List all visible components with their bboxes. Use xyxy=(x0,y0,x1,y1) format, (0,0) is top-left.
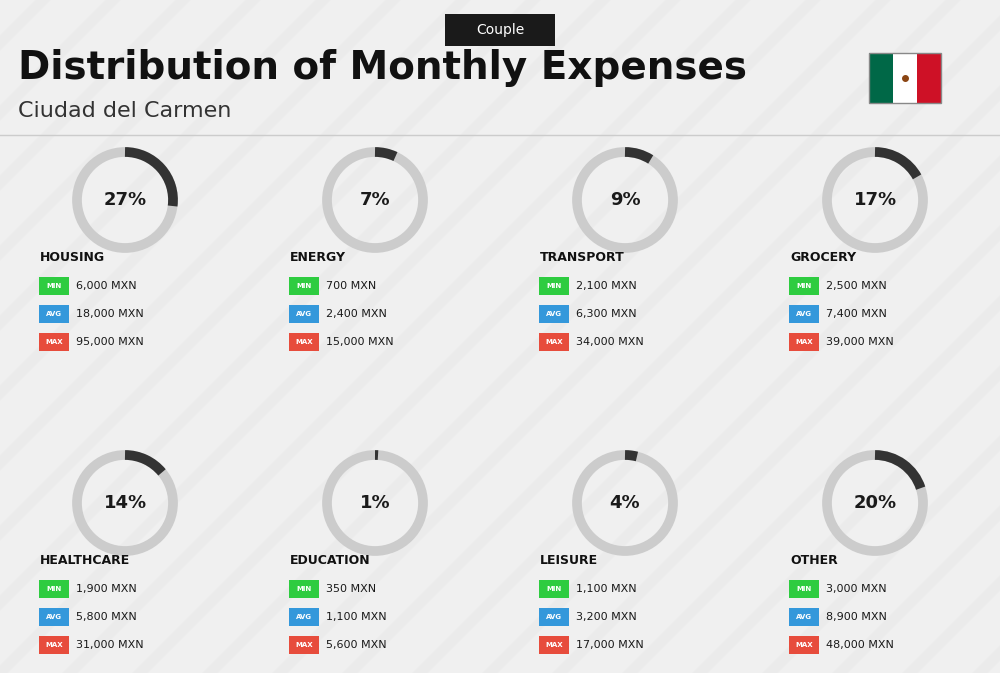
FancyBboxPatch shape xyxy=(539,580,569,598)
Text: MAX: MAX xyxy=(545,642,563,648)
FancyBboxPatch shape xyxy=(789,305,819,323)
FancyBboxPatch shape xyxy=(289,608,319,626)
FancyBboxPatch shape xyxy=(539,636,569,654)
Text: 9%: 9% xyxy=(610,191,640,209)
FancyBboxPatch shape xyxy=(539,608,569,626)
Text: AVG: AVG xyxy=(46,311,62,317)
Text: ENERGY: ENERGY xyxy=(290,252,346,264)
FancyBboxPatch shape xyxy=(39,608,69,626)
Text: 2,400 MXN: 2,400 MXN xyxy=(326,309,387,319)
Text: 6,300 MXN: 6,300 MXN xyxy=(576,309,637,319)
Text: 34,000 MXN: 34,000 MXN xyxy=(576,337,644,347)
FancyBboxPatch shape xyxy=(539,277,569,295)
FancyBboxPatch shape xyxy=(39,636,69,654)
Text: MIN: MIN xyxy=(46,586,62,592)
Text: MAX: MAX xyxy=(795,642,813,648)
Text: MIN: MIN xyxy=(296,586,312,592)
Text: AVG: AVG xyxy=(546,614,562,620)
Text: MIN: MIN xyxy=(46,283,62,289)
Text: HOUSING: HOUSING xyxy=(40,252,105,264)
Text: HEALTHCARE: HEALTHCARE xyxy=(40,555,130,567)
Text: AVG: AVG xyxy=(796,311,812,317)
Text: 3,200 MXN: 3,200 MXN xyxy=(576,612,637,622)
FancyBboxPatch shape xyxy=(289,580,319,598)
Text: MIN: MIN xyxy=(546,283,562,289)
FancyBboxPatch shape xyxy=(39,333,69,351)
Text: 7,400 MXN: 7,400 MXN xyxy=(826,309,887,319)
Text: 8,900 MXN: 8,900 MXN xyxy=(826,612,887,622)
Text: 1,100 MXN: 1,100 MXN xyxy=(576,584,637,594)
FancyBboxPatch shape xyxy=(539,333,569,351)
Text: 15,000 MXN: 15,000 MXN xyxy=(326,337,394,347)
Text: EDUCATION: EDUCATION xyxy=(290,555,371,567)
FancyBboxPatch shape xyxy=(789,636,819,654)
FancyBboxPatch shape xyxy=(39,580,69,598)
Text: MAX: MAX xyxy=(795,339,813,345)
Text: 7%: 7% xyxy=(360,191,390,209)
Text: 48,000 MXN: 48,000 MXN xyxy=(826,640,894,650)
FancyBboxPatch shape xyxy=(289,277,319,295)
FancyBboxPatch shape xyxy=(869,53,893,103)
Text: MAX: MAX xyxy=(545,339,563,345)
Text: 17,000 MXN: 17,000 MXN xyxy=(576,640,644,650)
Text: 1,100 MXN: 1,100 MXN xyxy=(326,612,387,622)
Text: 4%: 4% xyxy=(610,494,640,512)
Text: 5,800 MXN: 5,800 MXN xyxy=(76,612,137,622)
Text: 95,000 MXN: 95,000 MXN xyxy=(76,337,144,347)
Text: 20%: 20% xyxy=(853,494,897,512)
Text: OTHER: OTHER xyxy=(790,555,838,567)
Text: MIN: MIN xyxy=(796,283,812,289)
Text: 39,000 MXN: 39,000 MXN xyxy=(826,337,894,347)
Text: 2,100 MXN: 2,100 MXN xyxy=(576,281,637,291)
Text: MAX: MAX xyxy=(295,339,313,345)
Text: 700 MXN: 700 MXN xyxy=(326,281,376,291)
Text: 31,000 MXN: 31,000 MXN xyxy=(76,640,144,650)
FancyBboxPatch shape xyxy=(289,333,319,351)
Text: AVG: AVG xyxy=(296,311,312,317)
Text: TRANSPORT: TRANSPORT xyxy=(540,252,625,264)
FancyBboxPatch shape xyxy=(539,305,569,323)
Text: LEISURE: LEISURE xyxy=(540,555,598,567)
Text: AVG: AVG xyxy=(296,614,312,620)
FancyBboxPatch shape xyxy=(289,636,319,654)
Text: Ciudad del Carmen: Ciudad del Carmen xyxy=(18,101,231,121)
Text: AVG: AVG xyxy=(546,311,562,317)
Text: MIN: MIN xyxy=(796,586,812,592)
Text: MAX: MAX xyxy=(45,339,63,345)
Text: MIN: MIN xyxy=(546,586,562,592)
FancyBboxPatch shape xyxy=(789,277,819,295)
Text: 14%: 14% xyxy=(103,494,147,512)
Text: 1,900 MXN: 1,900 MXN xyxy=(76,584,137,594)
FancyBboxPatch shape xyxy=(789,580,819,598)
FancyBboxPatch shape xyxy=(789,608,819,626)
FancyBboxPatch shape xyxy=(289,305,319,323)
Text: 27%: 27% xyxy=(103,191,147,209)
Text: 5,600 MXN: 5,600 MXN xyxy=(326,640,387,650)
FancyBboxPatch shape xyxy=(789,333,819,351)
FancyBboxPatch shape xyxy=(39,277,69,295)
Text: 2,500 MXN: 2,500 MXN xyxy=(826,281,887,291)
Text: 350 MXN: 350 MXN xyxy=(326,584,376,594)
Text: MAX: MAX xyxy=(295,642,313,648)
Text: AVG: AVG xyxy=(46,614,62,620)
Text: AVG: AVG xyxy=(796,614,812,620)
Text: 6,000 MXN: 6,000 MXN xyxy=(76,281,137,291)
Text: GROCERY: GROCERY xyxy=(790,252,856,264)
Text: Couple: Couple xyxy=(476,23,524,37)
Text: 1%: 1% xyxy=(360,494,390,512)
FancyBboxPatch shape xyxy=(39,305,69,323)
FancyBboxPatch shape xyxy=(917,53,941,103)
Text: 18,000 MXN: 18,000 MXN xyxy=(76,309,144,319)
Text: 17%: 17% xyxy=(853,191,897,209)
Text: MIN: MIN xyxy=(296,283,312,289)
FancyBboxPatch shape xyxy=(893,53,917,103)
Text: MAX: MAX xyxy=(45,642,63,648)
Text: Distribution of Monthly Expenses: Distribution of Monthly Expenses xyxy=(18,49,747,87)
Text: 3,000 MXN: 3,000 MXN xyxy=(826,584,887,594)
FancyBboxPatch shape xyxy=(445,14,555,46)
